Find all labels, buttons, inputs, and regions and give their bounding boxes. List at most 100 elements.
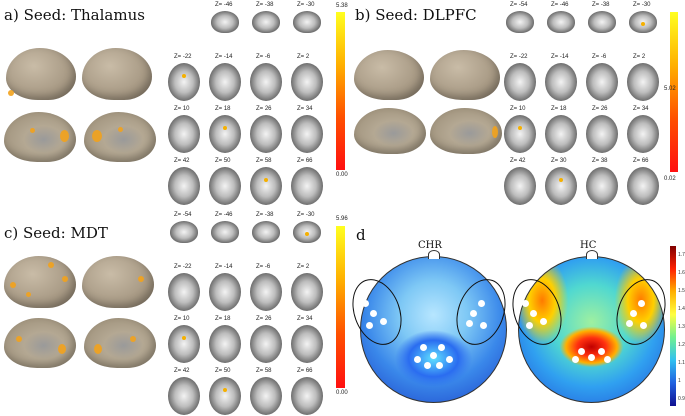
z-label: Z= -14 (215, 54, 233, 60)
colorbar-c-max: 5.96 (336, 216, 348, 222)
brain-slice (168, 115, 200, 153)
brain-slice (504, 63, 536, 101)
z-label: Z= 38 (592, 158, 608, 164)
z-label: Z= -30 (633, 2, 651, 8)
brain-slice (547, 11, 575, 33)
scale-tick-label: 1.4 (678, 306, 685, 312)
brain-medial-right (430, 108, 502, 154)
brain-slice (627, 63, 659, 101)
z-label: Z= -30 (297, 212, 315, 218)
electrode (598, 348, 605, 355)
brain-slice (170, 221, 198, 243)
brain-slice (250, 325, 282, 363)
electrode (578, 348, 585, 355)
scale-tick-label: 0.9 (678, 396, 685, 402)
brain-slice (252, 11, 280, 33)
brain-slice (252, 221, 280, 243)
activation-blob (130, 336, 136, 342)
activation-blob (30, 128, 35, 133)
z-label: Z= -46 (215, 212, 233, 218)
z-label: Z= 42 (174, 368, 190, 374)
brain-slice (291, 63, 323, 101)
nose-hc (586, 250, 598, 259)
z-label: Z= 26 (592, 106, 608, 112)
z-label: Z= 66 (297, 368, 313, 374)
brain-slice (291, 325, 323, 363)
brain-slice (250, 273, 282, 311)
z-label: Z= -30 (297, 2, 315, 8)
electrode (424, 362, 431, 369)
scale-tick-label: 1.1 (678, 360, 685, 366)
brain-slice (209, 377, 241, 415)
topomap-hc (518, 256, 665, 403)
brain-slice (291, 377, 323, 415)
z-label: Z= 2 (297, 264, 310, 270)
brain-slice (168, 167, 200, 205)
activation-spot (559, 178, 563, 182)
activation-blob (26, 292, 31, 297)
electrode (480, 322, 487, 329)
z-label: Z= 10 (174, 106, 190, 112)
scale-tick-label: 1.2 (678, 342, 685, 348)
electrode (430, 352, 437, 359)
z-label: Z= 2 (297, 54, 310, 60)
electrode (370, 310, 377, 317)
electrode (588, 354, 595, 361)
activation-blob (118, 127, 123, 132)
electrode (630, 310, 637, 317)
colorbar-b-min: 0.02 (664, 176, 676, 182)
brain-medial-right (84, 318, 156, 368)
brain-slice (293, 11, 321, 33)
z-label: Z= -6 (256, 264, 271, 270)
activation-blob (92, 130, 102, 142)
activation-blob (138, 276, 144, 282)
z-label: Z= -6 (256, 54, 271, 60)
brain-slice (545, 115, 577, 153)
activation-blob (492, 126, 498, 138)
brain-slice (209, 115, 241, 153)
colorbar-b (670, 12, 678, 172)
colorbar-d (670, 246, 676, 406)
activation-blob (94, 344, 102, 354)
brain-slice (504, 115, 536, 153)
colorbar-c-min: 0.00 (336, 390, 348, 396)
brain-slice (545, 63, 577, 101)
z-label: Z= -46 (551, 2, 569, 8)
z-label: Z= 42 (174, 158, 190, 164)
brain-slice (209, 325, 241, 363)
panel-a-title: a) Seed: Thalamus (4, 6, 145, 24)
scale-tick-label: 1.3 (678, 324, 685, 330)
activation-blob (62, 276, 68, 282)
z-label: Z= 2 (633, 54, 646, 60)
z-label: Z= 66 (633, 158, 649, 164)
z-label: Z= 26 (256, 106, 272, 112)
z-label: Z= -22 (174, 54, 192, 60)
electrode (436, 362, 443, 369)
z-label: Z= -38 (256, 212, 274, 218)
brain-slice (291, 167, 323, 205)
activation-spot (182, 336, 186, 340)
brain-slice (211, 11, 239, 33)
brain-slice (211, 221, 239, 243)
brain-lateral-right (82, 48, 152, 100)
electrode (470, 310, 477, 317)
activation-spot (641, 22, 645, 26)
brain-lateral-right (82, 256, 154, 308)
brain-lateral-left (6, 48, 76, 100)
brain-slice (586, 115, 618, 153)
colorbar-a-min: 0.00 (336, 172, 348, 178)
brain-lateral-left (354, 50, 424, 100)
z-label: Z= 58 (256, 158, 272, 164)
brain-slice (250, 115, 282, 153)
z-label: Z= -38 (592, 2, 610, 8)
electrode (414, 356, 421, 363)
activation-blob (48, 262, 54, 268)
colorbar-a-max: 5.38 (336, 3, 348, 9)
chr-label: CHR (418, 240, 442, 251)
activation-blob (16, 336, 22, 342)
electrode (540, 318, 547, 325)
brain-slice (209, 167, 241, 205)
z-label: Z= 58 (256, 368, 272, 374)
activation-blob (10, 282, 16, 288)
z-label: Z= 50 (215, 368, 231, 374)
